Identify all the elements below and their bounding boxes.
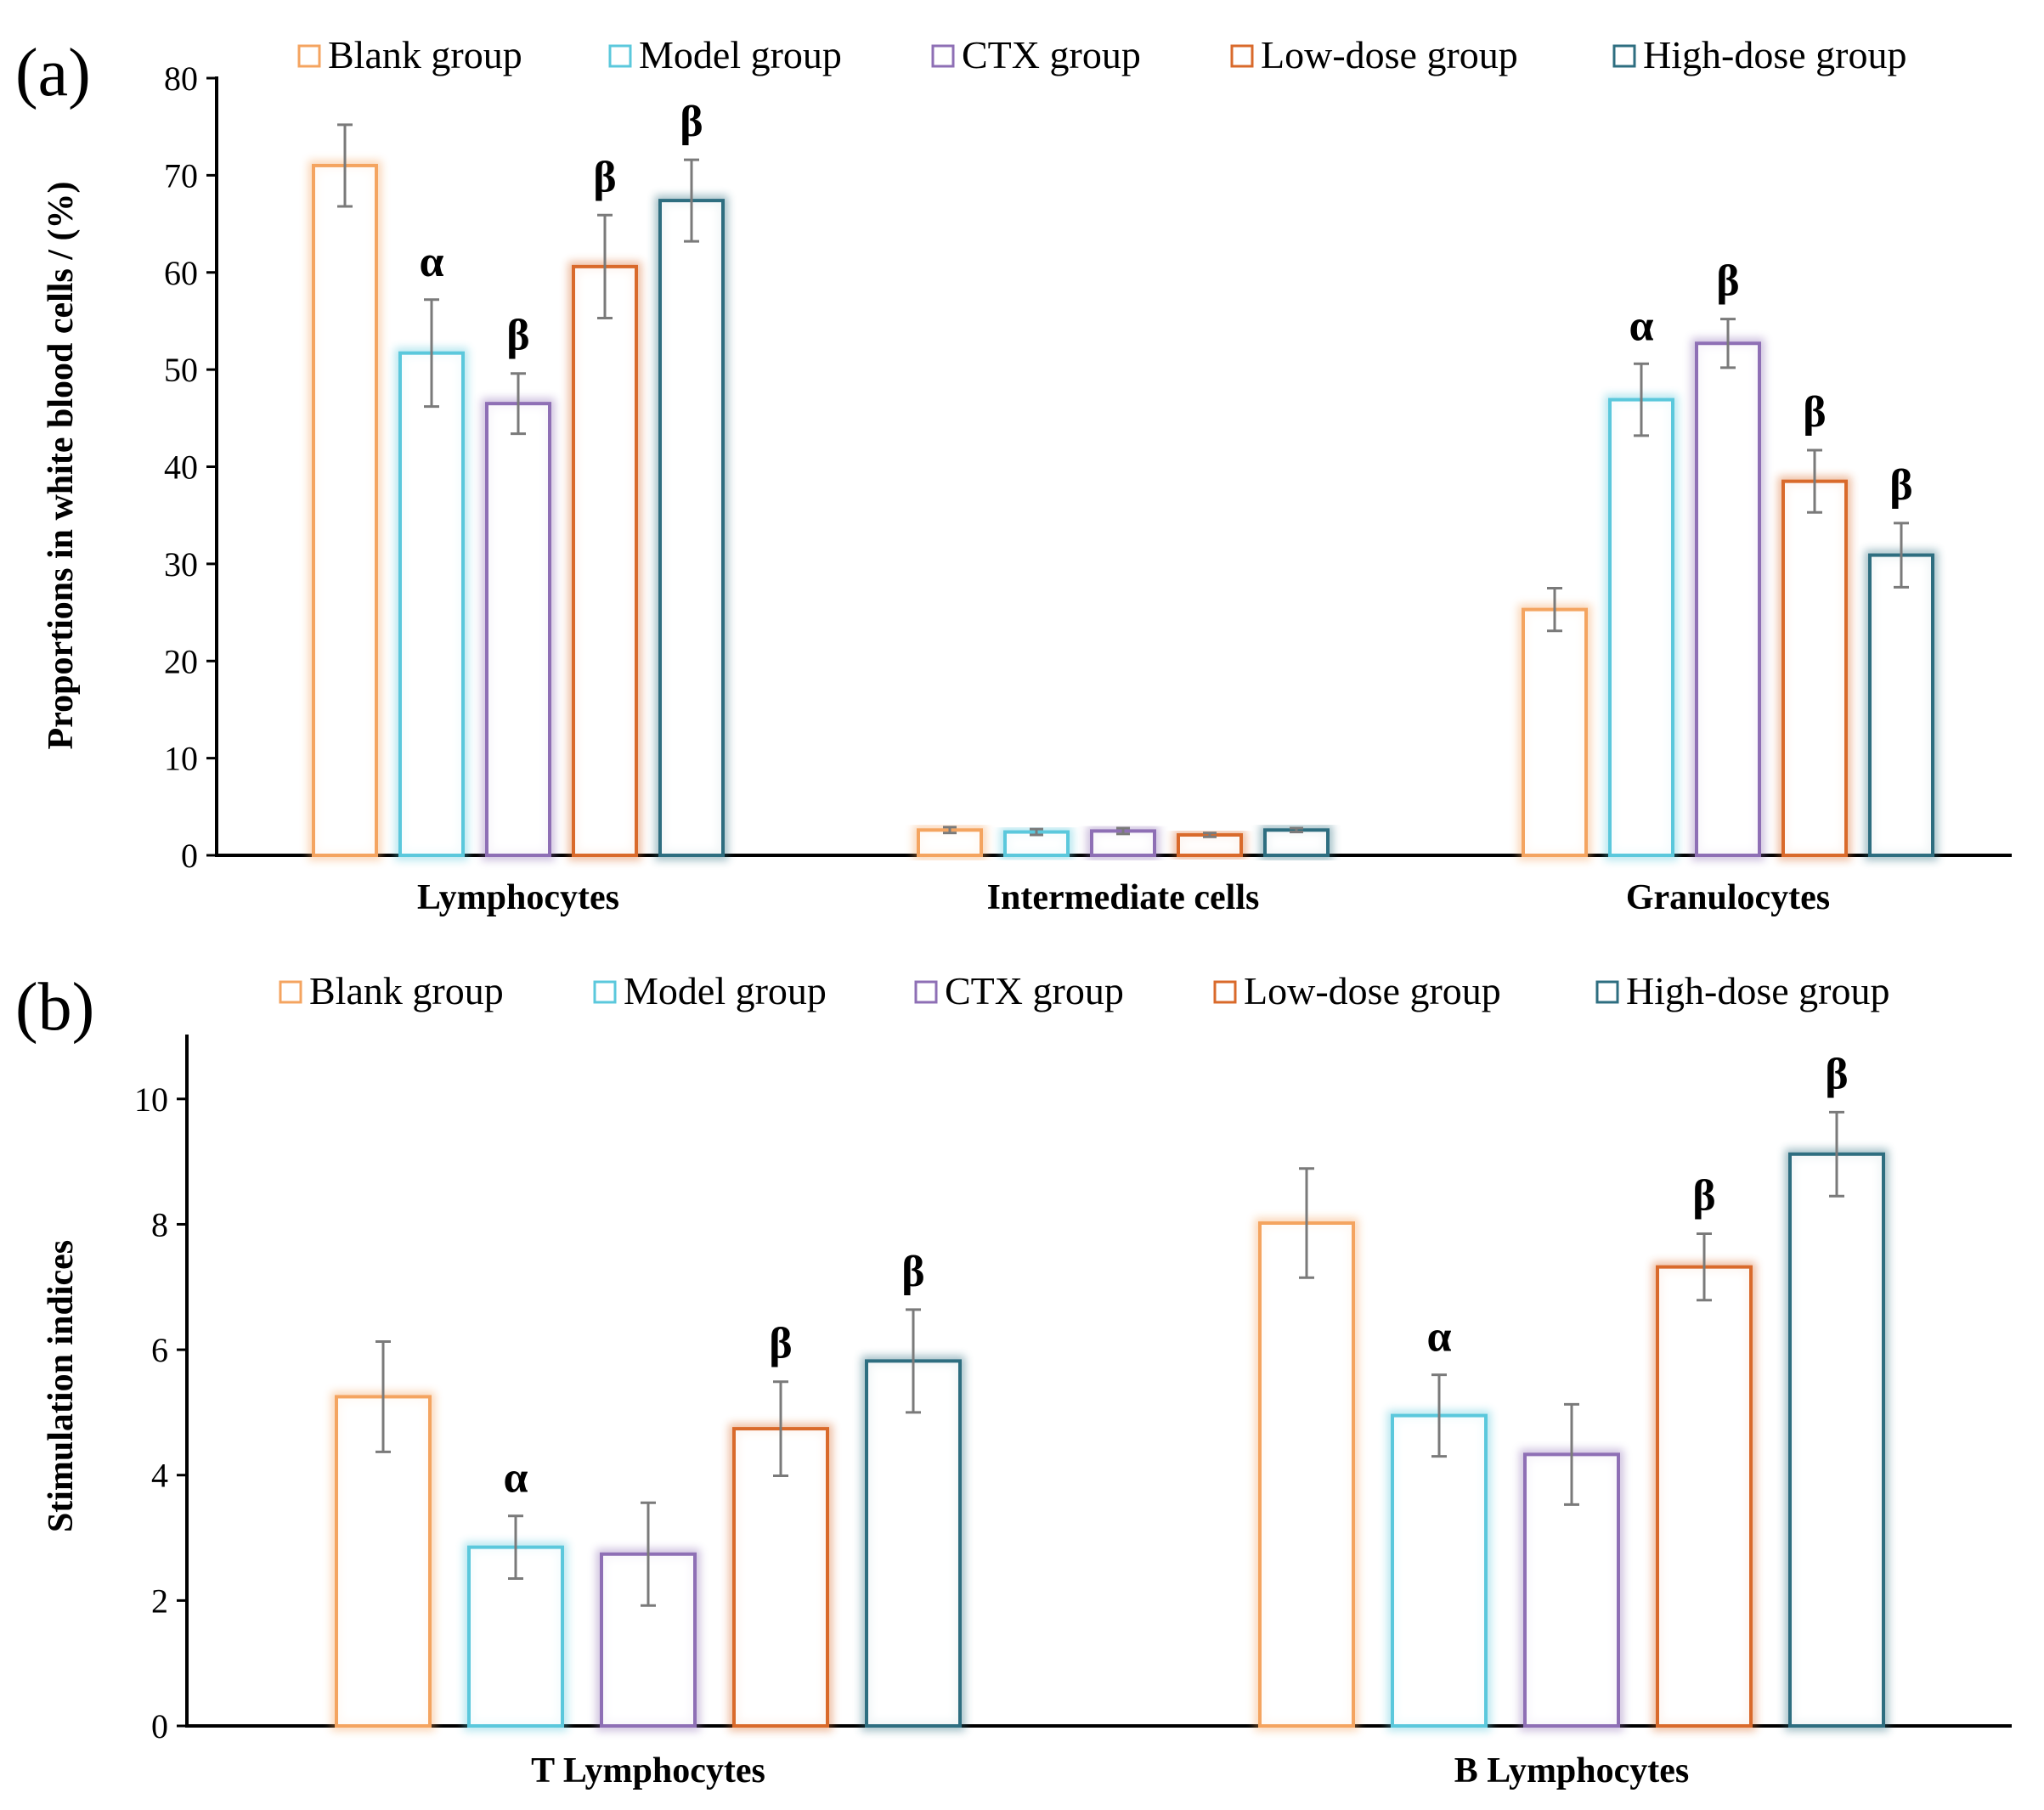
plot-area: 0 10 20 30 40 50 60 70 80 Lymphocytes Intermediate… [164, 59, 2012, 917]
bar [1263, 828, 1330, 858]
legend-entry: Low-dose group [1213, 969, 1501, 1012]
legend: Blank group Model group CTX group Low-dose … [279, 969, 1889, 1012]
legend-entry: CTX group [914, 969, 1124, 1012]
legend-label: CTX group [962, 33, 1141, 76]
significance-label: β [901, 1248, 924, 1296]
y-tick-label: 10 [164, 740, 198, 778]
bar [312, 163, 378, 857]
x-category-label: T Lymphocytes [531, 1751, 765, 1790]
significance-label: α [419, 238, 443, 286]
significance-label: α [1426, 1313, 1451, 1362]
significance-label: β [769, 1320, 792, 1368]
legend-swatch [1595, 980, 1619, 1004]
legend-swatch [914, 980, 938, 1004]
y-tick-label: 6 [151, 1331, 168, 1369]
legend-entry: Blank group [297, 33, 522, 76]
panel-label: (a) [15, 36, 91, 110]
bar [485, 402, 551, 857]
bar [1695, 341, 1761, 857]
legend-swatch [1213, 980, 1237, 1004]
x-category-label: Intermediate cells [987, 878, 1260, 917]
legend-entry: High-dose group [1595, 969, 1889, 1012]
x-category-label: Granulocytes [1626, 878, 1830, 917]
legend-swatch [279, 980, 302, 1004]
significance-label: α [1629, 302, 1653, 350]
y-tick-label: 40 [164, 448, 198, 487]
y-tick-label: 8 [151, 1205, 168, 1243]
y-tick-label: 20 [164, 642, 198, 680]
y-tick-label: 0 [151, 1707, 168, 1745]
y-tick-label: 30 [164, 545, 198, 584]
significance-label: β [1825, 1050, 1848, 1098]
legend-label: Model group [624, 969, 827, 1012]
y-tick-label: 10 [134, 1080, 168, 1119]
plot-area: 0 2 4 6 8 10 T Lymphocytes B Lymphocytes α α β β β β [134, 1035, 2012, 1790]
legend-swatch [593, 980, 617, 1004]
legend-entry: Model group [608, 33, 842, 76]
bar [1258, 1221, 1355, 1728]
bar [732, 1427, 829, 1728]
legend-label: Blank group [309, 969, 504, 1012]
legend-label: Model group [639, 33, 842, 76]
bar [572, 264, 638, 857]
legend-label: High-dose group [1626, 969, 1889, 1012]
y-tick-label: 70 [164, 156, 198, 195]
legend-label: CTX group [945, 969, 1124, 1012]
significance-label: β [506, 312, 529, 360]
legend-entry: Model group [593, 969, 827, 1012]
bar [1522, 607, 1588, 857]
significance-label: β [1716, 257, 1739, 306]
legend-entry: Blank group [279, 969, 504, 1012]
legend-swatch [297, 44, 321, 68]
bar [1656, 1265, 1753, 1728]
panel-label: (b) [15, 970, 94, 1045]
significance-label: β [1692, 1172, 1715, 1221]
legend-swatch [1230, 44, 1254, 68]
bar [865, 1359, 962, 1728]
bar [1788, 1152, 1885, 1728]
panel-b: (b) Blank group Model group CTX group Low-d… [15, 969, 2012, 1790]
y-tick-label: 80 [164, 59, 198, 98]
x-category-label: Lymphocytes [417, 878, 619, 917]
significance-label: β [1889, 461, 1912, 510]
legend-label: High-dose group [1643, 33, 1906, 76]
significance-label: α [503, 1454, 528, 1503]
y-tick-label: 0 [181, 837, 198, 875]
panel-a: (a) Blank group Model group CTX group Low-d… [15, 33, 2012, 917]
legend-label: Low-dose group [1261, 33, 1518, 76]
legend-entry: Low-dose group [1230, 33, 1518, 76]
bar [398, 351, 465, 857]
legend-swatch [1612, 44, 1636, 68]
significance-label: β [680, 98, 703, 146]
y-tick-label: 60 [164, 254, 198, 292]
legend-swatch [931, 44, 955, 68]
y-tick-label: 2 [151, 1582, 168, 1620]
legend-label: Blank group [328, 33, 522, 76]
y-tick-label: 50 [164, 351, 198, 389]
bar [1781, 479, 1848, 857]
legend: Blank group Model group CTX group Low-dose … [297, 33, 1906, 76]
y-tick-label: 4 [151, 1457, 168, 1495]
bar [1868, 553, 1934, 857]
bar [1391, 1413, 1488, 1728]
bar [1608, 398, 1674, 857]
significance-label: β [1803, 388, 1826, 437]
x-category-label: B Lymphocytes [1454, 1751, 1690, 1790]
legend-label: Low-dose group [1244, 969, 1501, 1012]
y-axis-label: Proportions in white blood cells / (%) [42, 182, 81, 750]
legend-swatch [608, 44, 632, 68]
significance-label: β [593, 153, 616, 201]
legend-entry: High-dose group [1612, 33, 1906, 76]
legend-entry: CTX group [931, 33, 1141, 76]
bar [658, 199, 725, 858]
y-axis-label: Stimulation indices [42, 1240, 81, 1532]
